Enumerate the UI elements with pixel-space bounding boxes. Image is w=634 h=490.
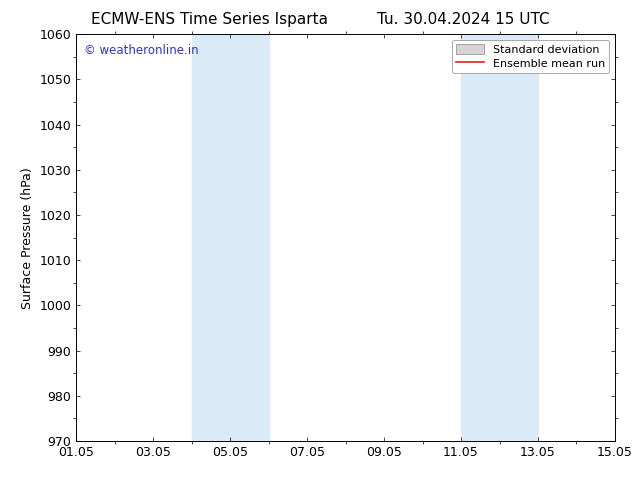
Bar <box>461 34 538 441</box>
Text: Tu. 30.04.2024 15 UTC: Tu. 30.04.2024 15 UTC <box>377 12 549 27</box>
Text: ECMW-ENS Time Series Isparta: ECMW-ENS Time Series Isparta <box>91 12 328 27</box>
Text: © weatheronline.in: © weatheronline.in <box>84 45 199 57</box>
Legend: Standard deviation, Ensemble mean run: Standard deviation, Ensemble mean run <box>451 40 609 73</box>
Y-axis label: Surface Pressure (hPa): Surface Pressure (hPa) <box>21 167 34 309</box>
Bar <box>191 34 269 441</box>
